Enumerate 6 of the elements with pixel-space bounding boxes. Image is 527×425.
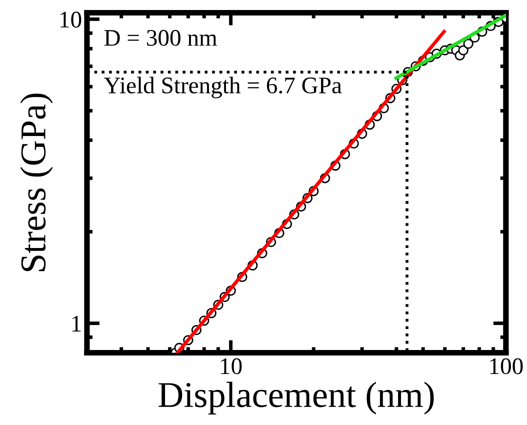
y-axis-title: Stress (GPa) — [20, 94, 53, 272]
x-tick-label: 100 — [490, 358, 523, 374]
x-axis-title: Displacement (nm) — [158, 382, 434, 415]
y-tick-label: 1 — [72, 316, 81, 332]
annotation: D = 300 nm — [104, 30, 218, 46]
annotation: Yield Strength = 6.7 GPa — [104, 76, 342, 98]
